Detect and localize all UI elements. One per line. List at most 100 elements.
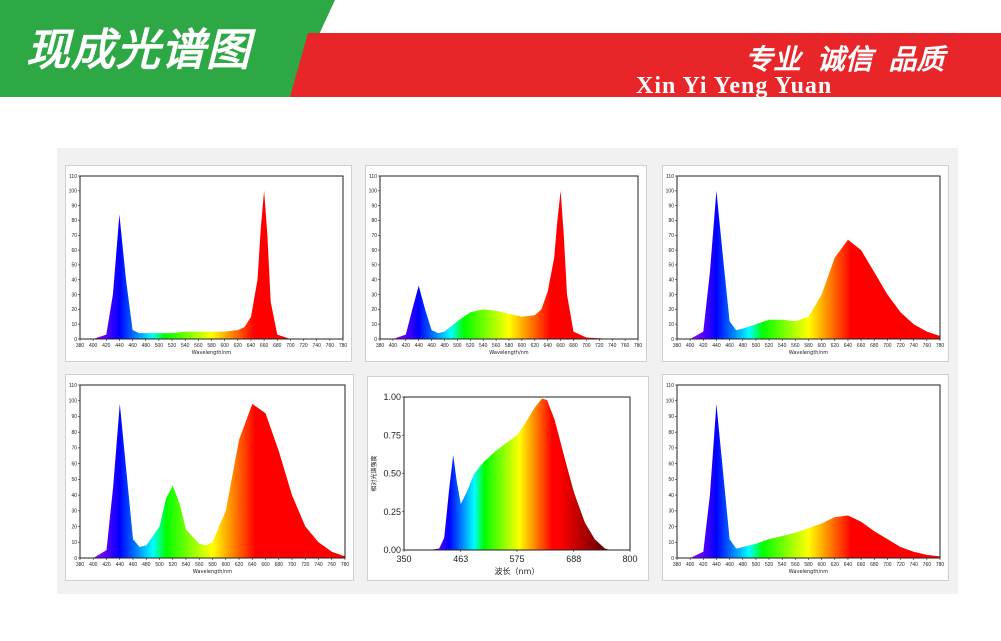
x-tick-label: 420 xyxy=(699,562,708,568)
x-tick-label: 540 xyxy=(182,562,191,568)
x-tick-label: 580 xyxy=(505,343,514,349)
x-tick-label: 575 xyxy=(509,554,524,564)
x-tick-label: 380 xyxy=(376,343,385,349)
y-tick-label: 80 xyxy=(668,430,674,436)
y-tick-label: 30 xyxy=(668,292,674,298)
y-tick-label: 40 xyxy=(371,277,377,283)
y-tick-label: 50 xyxy=(668,263,674,269)
x-tick-label: 740 xyxy=(608,343,617,349)
x-tick-label: 580 xyxy=(207,343,216,349)
y-tick-label: 90 xyxy=(668,203,674,209)
x-tick-label: 463 xyxy=(453,554,468,564)
y-tick-label: 0 xyxy=(74,556,77,562)
x-tick-label: 420 xyxy=(402,343,411,349)
x-tick-label: 700 xyxy=(883,562,892,568)
x-tick-label: 480 xyxy=(142,343,151,349)
spectrum-chart-3: 380 400 420 440 460 480 500 520 540 560 580 600 620 6… xyxy=(662,165,949,362)
x-tick-label: 640 xyxy=(844,562,853,568)
x-tick-label: 720 xyxy=(896,562,905,568)
y-tick-label: 20 xyxy=(668,524,674,530)
slogan-english: Xin Yi Yeng Yuan xyxy=(636,73,833,99)
spectrum-chart-6: 380 400 420 440 460 480 500 520 540 560 580 600 620 6… xyxy=(662,374,949,581)
x-tick-label: 680 xyxy=(870,562,879,568)
y-axis-label: 相对光谱强度 xyxy=(370,455,378,491)
y-tick-label: 110 xyxy=(369,174,377,180)
x-tick-label: 720 xyxy=(595,343,604,349)
y-tick-label: 0.00 xyxy=(383,545,401,555)
y-tick-label: 0 xyxy=(671,556,674,562)
x-tick-label: 420 xyxy=(699,343,708,349)
y-tick-label: 90 xyxy=(371,203,377,209)
x-tick-label: 600 xyxy=(220,343,229,349)
spectrum-area xyxy=(677,403,940,558)
y-tick-label: 40 xyxy=(71,493,77,499)
x-tick-label: 440 xyxy=(712,562,721,568)
y-tick-label: 60 xyxy=(371,248,377,254)
y-tick-label: 0 xyxy=(374,337,377,343)
x-tick-label: 500 xyxy=(752,343,761,349)
x-tick-label: 620 xyxy=(831,343,840,349)
x-tick-label: 500 xyxy=(155,562,164,568)
x-tick-label: 620 xyxy=(234,343,243,349)
y-tick-label: 110 xyxy=(666,174,674,180)
y-tick-label: 30 xyxy=(71,509,77,515)
red-slogan-bar xyxy=(290,33,1001,97)
x-tick-label: 680 xyxy=(569,343,578,349)
y-tick-label: 0 xyxy=(671,337,674,343)
y-tick-label: 80 xyxy=(71,218,77,224)
x-tick-label: 560 xyxy=(195,562,204,568)
x-tick-label: 560 xyxy=(791,562,800,568)
x-tick-label: 640 xyxy=(844,343,853,349)
x-tick-label: 380 xyxy=(673,562,682,568)
y-tick-label: 90 xyxy=(71,203,77,209)
y-tick-label: 1.00 xyxy=(383,392,401,402)
y-tick-label: 40 xyxy=(668,277,674,283)
x-tick-label: 660 xyxy=(556,343,565,349)
y-tick-label: 10 xyxy=(371,322,377,328)
x-axis-label: Wavelength/nm xyxy=(789,350,829,356)
x-tick-label: 600 xyxy=(518,343,527,349)
x-tick-label: 640 xyxy=(544,343,553,349)
x-tick-label: 680 xyxy=(273,343,282,349)
x-tick-label: 688 xyxy=(566,554,581,564)
y-tick-label: 70 xyxy=(371,233,377,239)
y-tick-label: 100 xyxy=(666,189,675,195)
y-tick-label: 20 xyxy=(668,307,674,313)
spectrum-area xyxy=(677,190,940,339)
x-tick-label: 400 xyxy=(686,343,695,349)
x-tick-label: 350 xyxy=(396,554,411,564)
x-tick-label: 740 xyxy=(313,343,322,349)
x-axis-label: Wavelength/nm xyxy=(489,350,529,356)
slogan-chinese: 专业 诚信 品质 xyxy=(745,43,945,76)
x-tick-label: 620 xyxy=(531,343,540,349)
page-title: 现成光谱图 xyxy=(26,25,251,76)
y-tick-label: 90 xyxy=(71,414,77,420)
x-tick-label: 480 xyxy=(440,343,449,349)
y-tick-label: 60 xyxy=(71,461,77,467)
x-tick-label: 660 xyxy=(857,343,866,349)
y-tick-label: 10 xyxy=(668,322,674,328)
y-tick-label: 40 xyxy=(71,277,77,283)
x-tick-label: 500 xyxy=(155,343,164,349)
x-tick-label: 660 xyxy=(261,562,270,568)
spectrum-area xyxy=(80,190,343,339)
x-tick-label: 420 xyxy=(102,562,111,568)
y-tick-label: 110 xyxy=(666,383,674,389)
x-tick-label: 400 xyxy=(89,562,98,568)
x-tick-label: 780 xyxy=(341,562,350,568)
x-tick-label: 520 xyxy=(765,562,774,568)
green-title-tab xyxy=(0,0,335,97)
y-tick-label: 100 xyxy=(69,189,78,195)
y-tick-label: 60 xyxy=(668,461,674,467)
y-tick-label: 20 xyxy=(71,524,77,530)
x-tick-label: 760 xyxy=(923,562,932,568)
x-tick-label: 400 xyxy=(389,343,398,349)
y-tick-label: 10 xyxy=(71,322,77,328)
y-tick-label: 10 xyxy=(668,540,674,546)
x-tick-label: 560 xyxy=(492,343,501,349)
x-tick-label: 700 xyxy=(582,343,591,349)
x-tick-label: 400 xyxy=(686,562,695,568)
y-tick-label: 50 xyxy=(71,263,77,269)
x-tick-label: 580 xyxy=(804,562,813,568)
x-tick-label: 480 xyxy=(739,562,748,568)
